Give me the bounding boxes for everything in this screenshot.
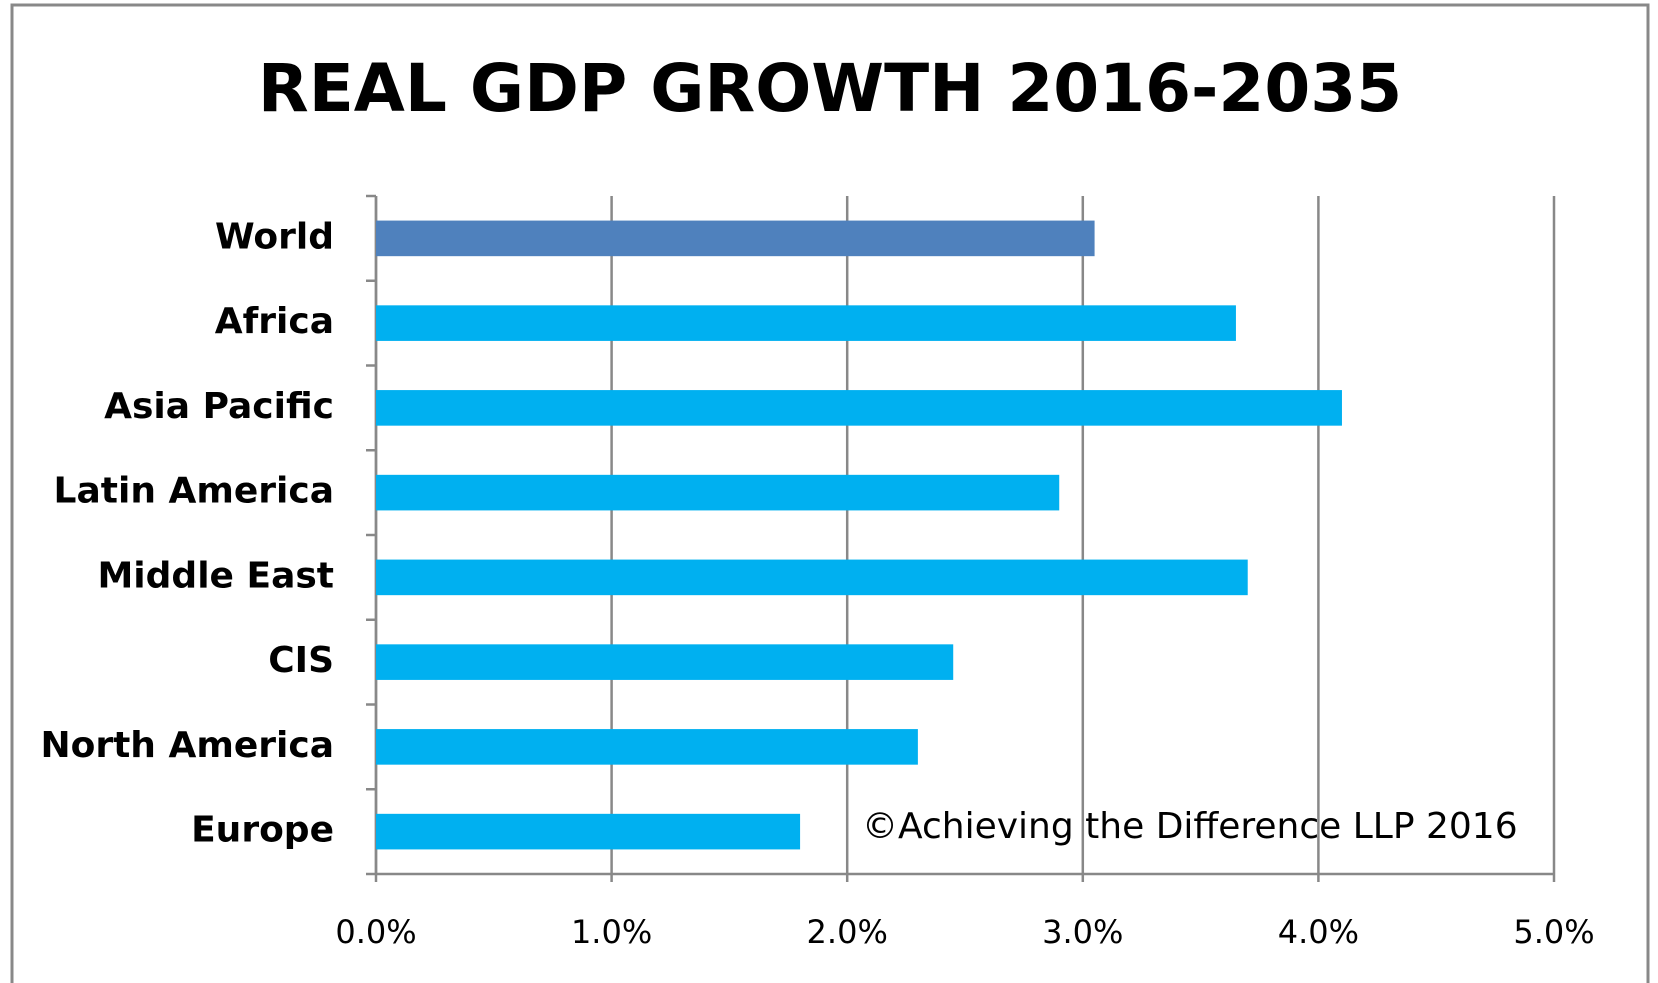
bar	[376, 305, 1236, 341]
y-tick-label: Middle East	[97, 555, 334, 596]
y-tick-label: Europe	[191, 810, 334, 851]
bar	[376, 813, 801, 850]
x-tick-label: 2.0%	[807, 913, 888, 951]
y-tick-label: Asia Pacific	[104, 386, 334, 427]
x-tick-label: 1.0%	[571, 913, 652, 951]
y-tick-label: North America	[40, 725, 334, 766]
bar	[376, 220, 1095, 257]
y-tick-label: Africa	[215, 301, 334, 342]
bar	[376, 729, 918, 765]
x-tick-label: 5.0%	[1513, 913, 1594, 951]
bar	[376, 474, 1060, 511]
y-tick-label: CIS	[268, 640, 334, 681]
x-tick-label: 0.0%	[335, 913, 416, 951]
x-tick-label: 4.0%	[1278, 913, 1359, 951]
bar	[376, 390, 1342, 426]
annotation: ©Achieving the Difference LLP 2016	[862, 806, 1518, 847]
bar	[376, 644, 954, 680]
bar	[376, 559, 1248, 596]
y-tick-label: Latin America	[54, 471, 334, 512]
chart-border	[10, 3, 1650, 983]
chart-title: REAL GDP GROWTH 2016-2035	[258, 50, 1402, 127]
x-tick-label: 3.0%	[1042, 913, 1123, 951]
y-tick-label: World	[215, 216, 334, 257]
